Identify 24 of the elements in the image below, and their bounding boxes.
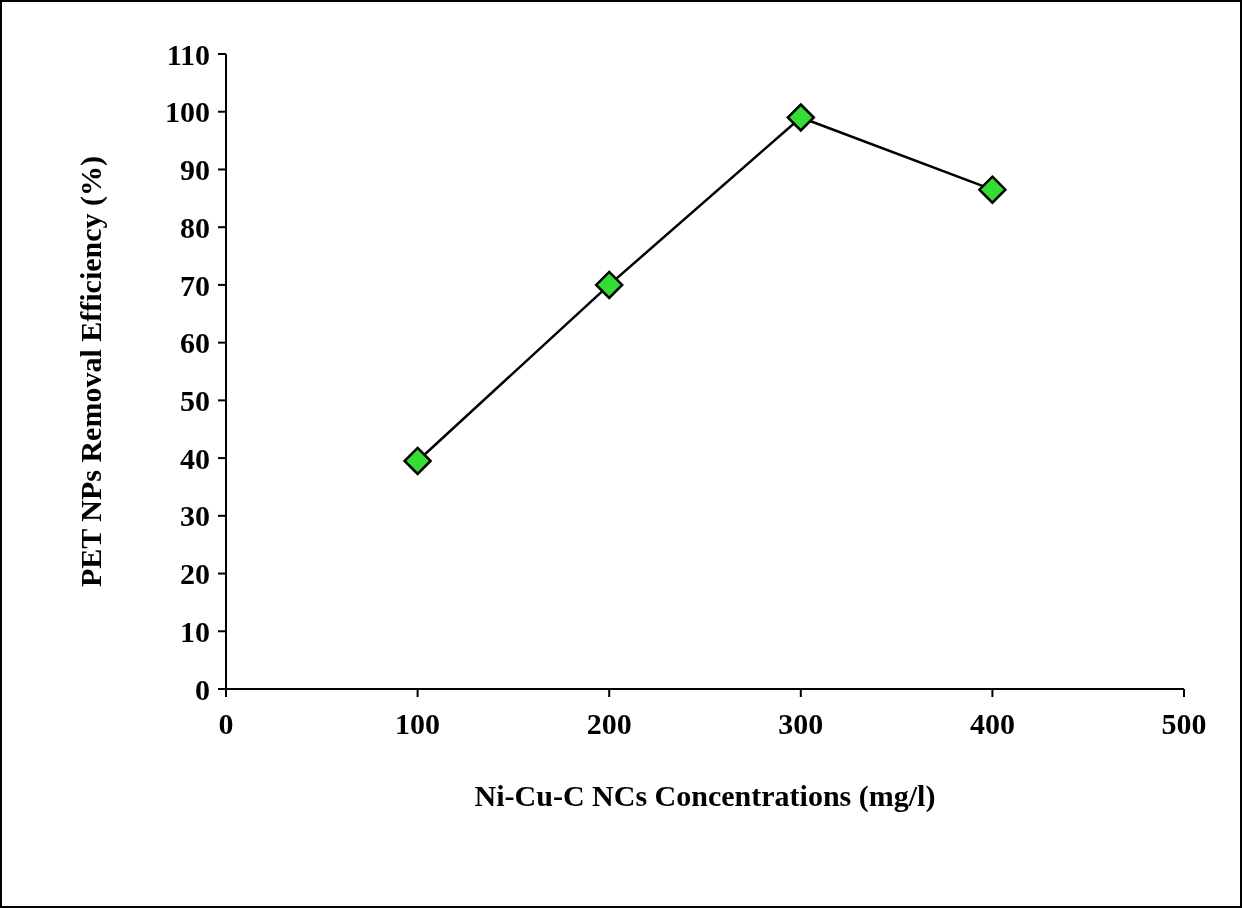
y-tick-label: 10 [180, 614, 210, 648]
point [594, 270, 624, 300]
y-tick-label: 100 [165, 95, 210, 129]
y-tick-label: 110 [166, 37, 210, 71]
x-axis-title: Ni-Cu-C NCs Concentrations (mg/l) [474, 779, 936, 813]
y-axis-title: PET NPs Removal Efficiency (%) [73, 155, 108, 588]
y-tick-label: 60 [180, 326, 210, 360]
y-tick-label: 70 [180, 268, 210, 302]
x-tick-label: 300 [778, 707, 824, 741]
point [978, 175, 1007, 204]
x-tick-label: 400 [969, 707, 1015, 741]
y-tick-label: 40 [180, 441, 210, 475]
y-tick-label: 90 [180, 153, 210, 187]
x-tick-label: 500 [1161, 707, 1207, 741]
point [786, 103, 816, 132]
x-tick-label: 200 [586, 707, 632, 741]
y-tick-label: 80 [180, 210, 210, 244]
x-tick-label: 100 [395, 707, 441, 741]
y-tick-label: 0 [195, 672, 210, 706]
y-tick-label: 50 [180, 384, 210, 418]
x-tick-label: 0 [218, 707, 234, 741]
y-tick-label: 30 [180, 499, 210, 533]
point [403, 446, 432, 476]
y-tick-label: 20 [180, 557, 210, 591]
